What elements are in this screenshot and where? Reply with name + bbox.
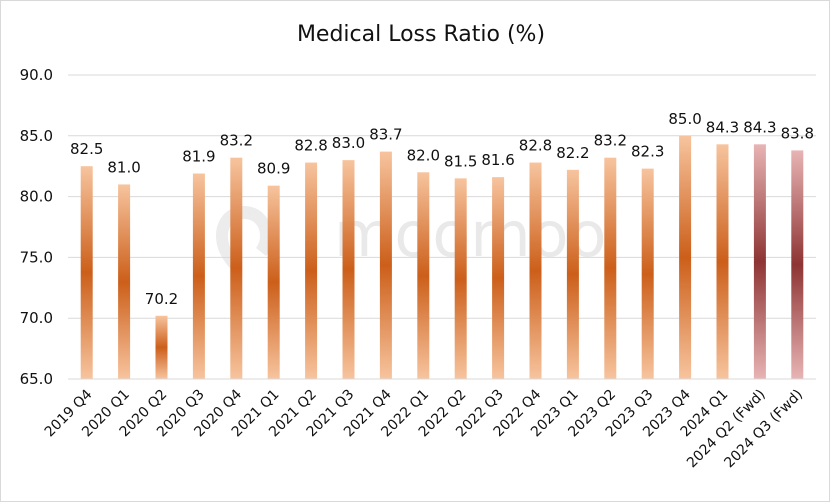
gridlines: [68, 74, 816, 319]
data-label: 81.6: [481, 151, 514, 169]
data-label: 83.0: [332, 134, 365, 152]
data-label: 83.8: [781, 124, 814, 142]
bars: [80, 135, 804, 379]
data-label: 84.3: [743, 118, 776, 136]
data-label: 83.7: [369, 126, 402, 144]
bar: [80, 166, 93, 379]
bar: [604, 157, 617, 379]
bar: [566, 169, 579, 379]
bar: [342, 160, 355, 379]
y-tick-label: 80.0: [20, 188, 53, 206]
bar: [641, 168, 654, 379]
bar: [529, 162, 542, 379]
bar: [192, 173, 205, 379]
data-label: 81.0: [107, 158, 140, 176]
y-tick-label: 90.0: [20, 66, 53, 84]
data-label: 85.0: [668, 110, 701, 128]
data-labels: 82.581.070.281.983.280.982.8 83.0 83.782.0…: [70, 110, 814, 308]
bar: [417, 172, 430, 379]
data-label: 82.5: [70, 140, 103, 158]
y-axis-ticks: 65.0 70.0 75.0 80.0 85.0 90.0: [20, 66, 53, 388]
bar: [716, 144, 729, 379]
bar: [230, 157, 243, 379]
bar: [492, 177, 505, 379]
bar: [454, 178, 467, 379]
data-label: 83.2: [594, 132, 627, 150]
bar: [679, 135, 692, 379]
y-tick-label: 75.0: [20, 248, 53, 266]
watermark: moomoo: [216, 198, 607, 271]
data-label: 83.2: [220, 132, 253, 150]
data-label: 81.9: [182, 147, 215, 165]
bar: [753, 144, 766, 379]
watermark-text: moomoo: [334, 198, 607, 271]
y-tick-label: 85.0: [20, 127, 53, 145]
y-tick-label: 70.0: [20, 309, 53, 327]
bar: [791, 150, 804, 379]
data-label: 82.8: [519, 137, 552, 155]
data-label: 84.3: [706, 118, 739, 136]
bar: [118, 184, 131, 379]
data-label: 82.3: [631, 143, 664, 161]
data-label: 82.2: [556, 144, 589, 162]
watermark-logo-icon: [216, 206, 272, 270]
bar: [379, 151, 392, 379]
y-tick-label: 65.0: [20, 370, 53, 388]
data-label: 81.5: [444, 152, 477, 170]
bar: [267, 185, 280, 379]
data-label: 82.8: [294, 137, 327, 155]
bar: [305, 162, 318, 379]
data-label: 82.0: [407, 146, 440, 164]
bar: [155, 315, 168, 379]
chart-title: Medical Loss Ratio (%): [297, 22, 545, 47]
data-label: 70.2: [145, 290, 178, 308]
data-label: 80.9: [257, 160, 290, 178]
